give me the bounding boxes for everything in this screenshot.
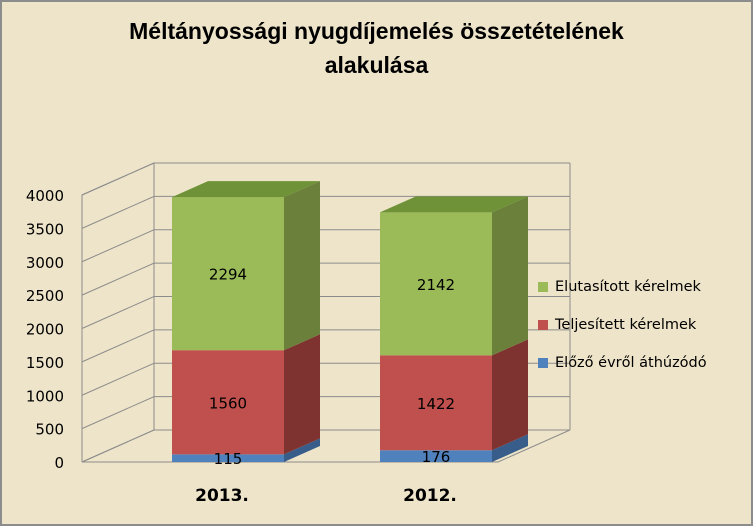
bar-front <box>172 350 284 455</box>
legend-label-elutasitott: Elutasított kérelmek <box>555 279 701 295</box>
bar-stacks <box>172 181 528 462</box>
legend-swatch-teljesitett <box>538 320 548 330</box>
y-tick-label: 2500 <box>26 287 64 305</box>
legend-label-elozo: Előző évről áthúzódó <box>555 355 707 371</box>
data-label: 2142 <box>417 276 455 294</box>
x-tick-label: 2012. <box>403 486 457 506</box>
data-label: 176 <box>422 448 451 466</box>
legend-label-teljesitett: Teljesített kérelmek <box>555 317 697 333</box>
y-tick-label: 0 <box>54 454 64 472</box>
bar-side <box>284 438 320 462</box>
data-labels: 115 1560 2294 176 1422 2142 <box>209 266 455 469</box>
y-tick-label: 3500 <box>26 220 64 238</box>
legend-swatch-elutasitott <box>538 282 548 292</box>
chart-title-line-1: Méltányossági nyugdíjemelés összetételén… <box>129 18 624 44</box>
y-tick-label: 1000 <box>26 387 64 405</box>
bar-front <box>172 197 284 351</box>
bar-side <box>284 181 320 351</box>
y-axis-tick-labels: 0 500 1000 1500 2000 2500 3000 3500 4000 <box>26 187 64 472</box>
bar-front <box>380 450 492 462</box>
bar-side <box>284 334 320 455</box>
bar-front <box>380 212 492 356</box>
data-label: 1422 <box>417 395 455 413</box>
y-tick-label: 2000 <box>26 321 64 339</box>
y-tick-label: 1500 <box>26 354 64 372</box>
bar-side <box>492 434 528 462</box>
bar-side <box>492 339 528 451</box>
chart-title: Méltányossági nyugdíjemelés összetételén… <box>0 14 753 82</box>
chart-title-line-2: alakulása <box>324 52 429 78</box>
bar-side <box>492 196 528 356</box>
y-tick-label: 3000 <box>26 254 64 272</box>
x-axis-tick-labels: 2013. 2012. <box>195 486 457 506</box>
y-tick-label: 500 <box>35 421 64 439</box>
y-tick-label: 4000 <box>26 187 64 205</box>
bar-front <box>380 355 492 451</box>
gridline <box>81 162 570 196</box>
data-label: 115 <box>214 450 243 468</box>
x-tick-label: 2013. <box>195 486 249 506</box>
bar-top <box>380 196 528 213</box>
data-label: 1560 <box>209 394 247 412</box>
bar-front <box>172 454 284 462</box>
bar-top <box>172 181 320 198</box>
legend-swatch-elozo <box>538 358 548 368</box>
data-label: 2294 <box>209 266 247 284</box>
